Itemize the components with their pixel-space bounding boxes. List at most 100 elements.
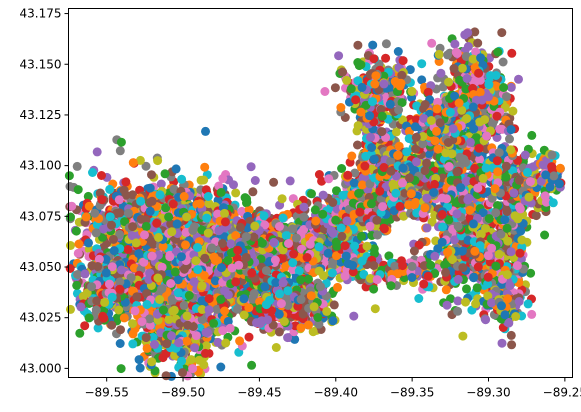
scatter-point <box>250 176 260 185</box>
scatter-point <box>310 205 320 215</box>
scatter-point <box>371 71 381 81</box>
scatter-point <box>135 155 145 165</box>
scatter-point <box>147 357 157 367</box>
scatter-point <box>164 314 174 324</box>
scatter-point <box>320 87 330 96</box>
scatter-point <box>221 338 231 348</box>
scatter-point <box>179 192 189 201</box>
scatter-point <box>329 300 339 310</box>
scatter-point <box>81 212 91 222</box>
scatter-point <box>115 208 125 218</box>
scatter-point <box>145 206 155 216</box>
scatter-point <box>241 232 251 242</box>
scatter-point <box>328 198 338 207</box>
scatter-point <box>179 264 189 274</box>
scatter-point <box>64 171 74 181</box>
scatter-point <box>346 84 356 94</box>
scatter-point <box>318 190 328 200</box>
scatter-point <box>177 356 187 366</box>
scatter-point <box>218 239 227 248</box>
scatter-point <box>132 292 142 302</box>
scatter-point <box>66 212 75 222</box>
scatter-point <box>199 175 209 185</box>
scatter-point <box>357 180 367 190</box>
scatter-point <box>216 295 226 304</box>
scatter-point <box>161 371 171 381</box>
scatter-point <box>242 197 252 207</box>
scatter-point <box>235 222 245 232</box>
scatter-point <box>373 230 382 240</box>
scatter-point <box>93 323 103 333</box>
scatter-point <box>188 226 198 235</box>
scatter-point <box>365 221 375 231</box>
scatter-point <box>340 241 350 251</box>
scatter-point <box>234 260 244 270</box>
scatter-point <box>72 280 82 290</box>
scatter-point <box>357 231 366 241</box>
scatter-point <box>338 190 348 200</box>
scatter-point <box>116 265 126 275</box>
scatter-point <box>141 333 151 343</box>
scatter-point <box>107 262 117 272</box>
scatter-point <box>233 245 243 255</box>
scatter-point <box>191 331 201 341</box>
scatter-point <box>336 223 346 233</box>
scatter-point <box>201 348 210 358</box>
scatter-point <box>65 264 75 273</box>
scatter-point <box>261 266 271 276</box>
scatter-point <box>239 294 249 304</box>
scatter-point <box>199 271 209 280</box>
scatter-point <box>248 187 258 197</box>
scatter-point <box>270 255 280 265</box>
scatter-point <box>285 176 295 186</box>
scatter-point <box>369 54 379 64</box>
scatter-point <box>201 126 210 136</box>
scatter-point <box>123 245 133 254</box>
scatter-point <box>172 219 182 229</box>
scatter-point <box>379 224 389 234</box>
scatter-point <box>207 243 217 253</box>
scatter-point <box>311 216 321 226</box>
scatter-point <box>115 146 125 156</box>
scatter-point <box>203 228 213 238</box>
scatter-point <box>101 268 111 278</box>
scatter-point <box>204 294 214 304</box>
scatter-point <box>278 213 288 223</box>
scatter-point <box>337 231 347 241</box>
scatter-point <box>201 341 211 351</box>
scatter-point <box>226 239 236 249</box>
scatter-point <box>407 86 417 96</box>
scatter-point <box>360 161 370 171</box>
scatter-point <box>200 162 210 172</box>
scatter-point <box>277 194 287 204</box>
scatter-point <box>155 295 165 304</box>
scatter-point <box>361 151 371 161</box>
scatter-point <box>353 140 362 150</box>
scatter-point <box>145 183 155 193</box>
scatter-point <box>97 171 106 180</box>
scatter-point <box>342 216 352 226</box>
scatter-point <box>73 185 83 195</box>
scatter-point <box>377 127 387 137</box>
scatter-point <box>128 158 138 168</box>
scatter-point <box>115 339 125 348</box>
scatter-point <box>259 211 269 221</box>
scatter-point <box>385 99 395 109</box>
scatter-point <box>157 284 167 294</box>
scatter-point <box>189 277 199 287</box>
scatter-point <box>128 339 138 349</box>
scatter-point <box>257 238 267 248</box>
scatter-point <box>304 320 313 330</box>
scatter-point <box>182 311 192 321</box>
scatter-point <box>370 304 380 314</box>
scatter-point <box>342 75 352 85</box>
scatter-point <box>75 328 85 338</box>
scatter-point <box>274 327 284 337</box>
scatter-point <box>306 291 316 301</box>
scatter-point <box>313 313 323 322</box>
scatter-point <box>158 305 168 315</box>
scatter-point <box>195 199 205 209</box>
scatter-point <box>209 318 219 328</box>
scatter-point <box>170 267 180 277</box>
